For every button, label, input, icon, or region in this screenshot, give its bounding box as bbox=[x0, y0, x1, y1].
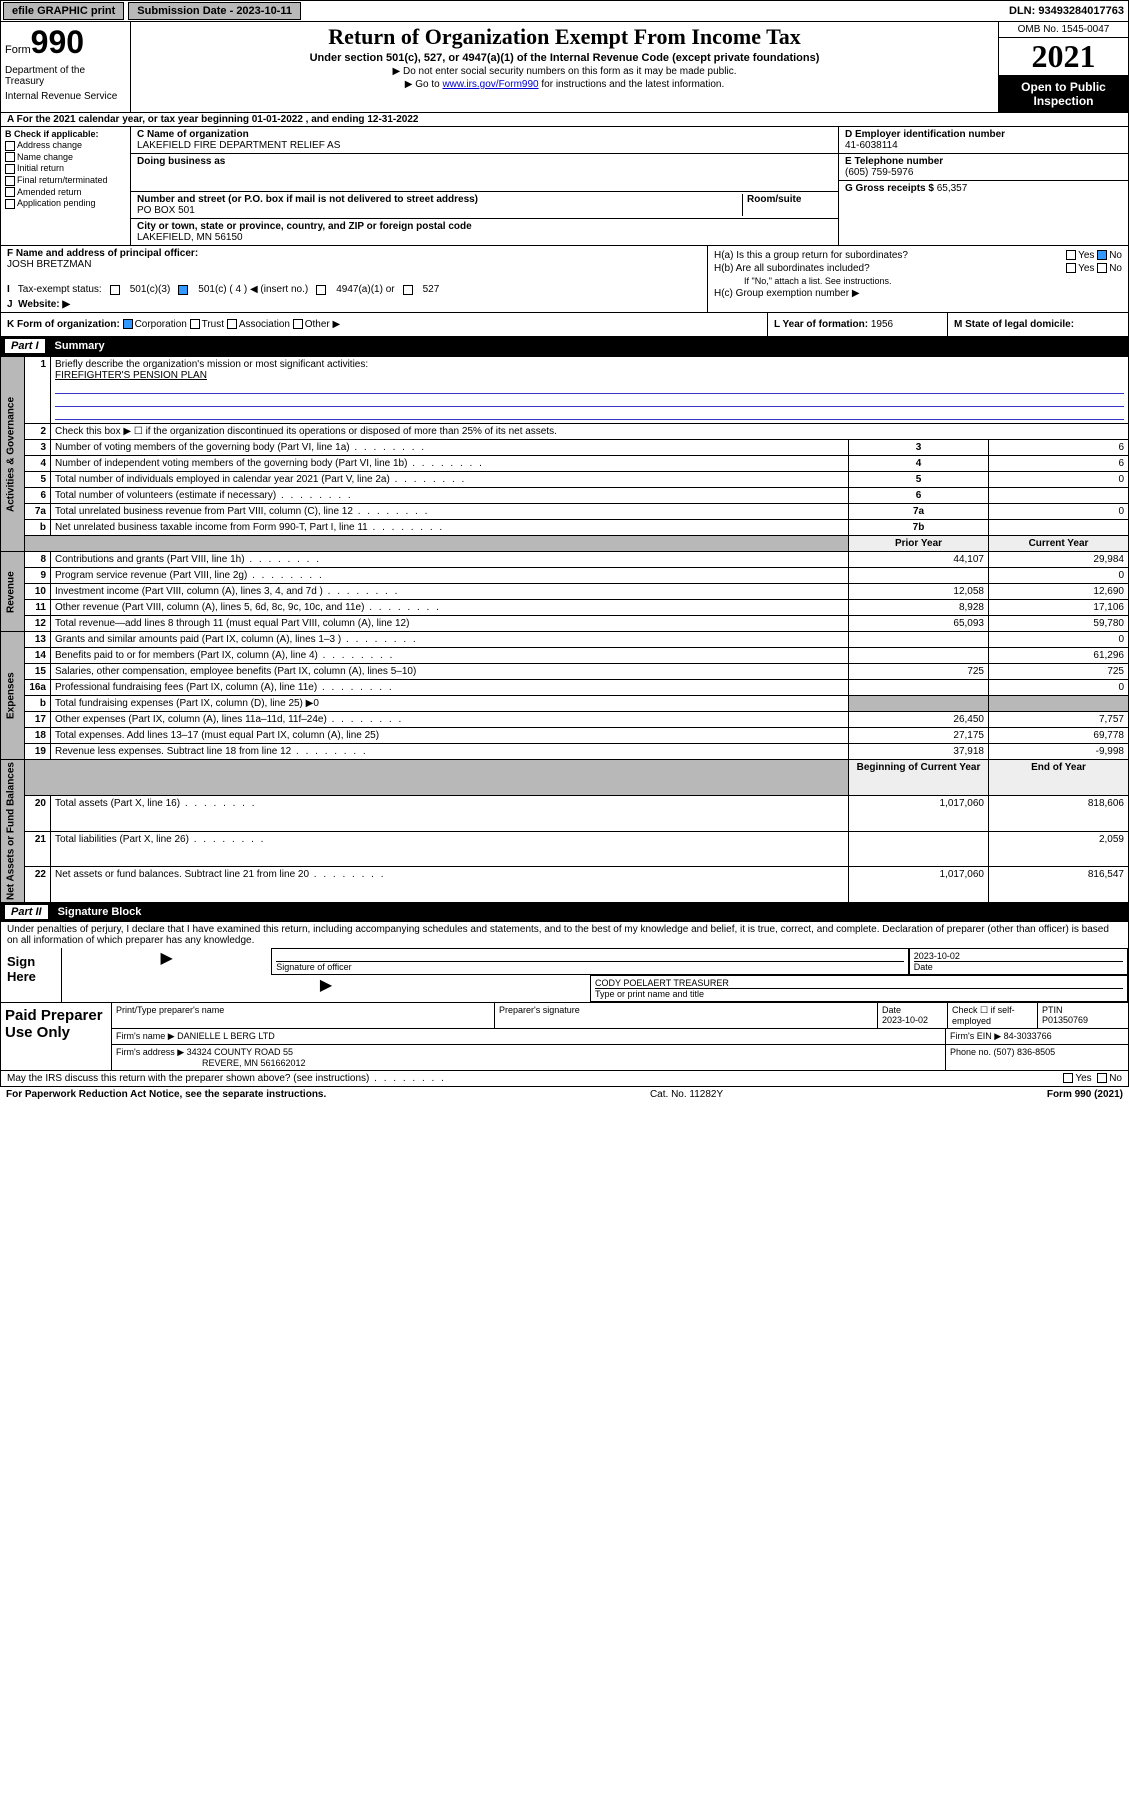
omb: OMB No. 1545-0047 bbox=[999, 22, 1128, 38]
sign-here-label: Sign Here bbox=[1, 948, 61, 1002]
may-irs-discuss: May the IRS discuss this return with the… bbox=[0, 1071, 1129, 1087]
cat-no: Cat. No. 11282Y bbox=[326, 1089, 1047, 1100]
row-a: A For the 2021 calendar year, or tax yea… bbox=[0, 113, 1129, 127]
officer-name: CODY POELAERT TREASURER bbox=[595, 978, 729, 988]
chk-name[interactable]: Name change bbox=[5, 152, 126, 163]
open-to-public: Open to Public Inspection bbox=[999, 76, 1128, 112]
firm-name: DANIELLE L BERG LTD bbox=[177, 1031, 275, 1041]
ptin: P01350769 bbox=[1042, 1015, 1088, 1025]
efile-btn[interactable]: efile GRAPHIC print bbox=[3, 2, 124, 20]
chk-501c[interactable] bbox=[178, 285, 188, 295]
arrow-icon: ▶ bbox=[62, 948, 271, 975]
form-note2: ▶ Go to www.irs.gov/Form990 for instruct… bbox=[135, 79, 994, 90]
section-k-l-m: K Form of organization: Corporation Trus… bbox=[0, 313, 1129, 337]
chk-pending[interactable]: Application pending bbox=[5, 198, 126, 209]
irs: Internal Revenue Service bbox=[5, 91, 126, 102]
org-addr: PO BOX 501 bbox=[137, 205, 195, 216]
chk-corp[interactable] bbox=[123, 319, 133, 329]
firm-addr: 34324 COUNTY ROAD 55 bbox=[187, 1047, 293, 1057]
irs-link[interactable]: www.irs.gov/Form990 bbox=[442, 79, 538, 90]
form-note1: ▶ Do not enter social security numbers o… bbox=[135, 66, 994, 77]
signature-block: Under penalties of perjury, I declare th… bbox=[0, 922, 1129, 1003]
side-expenses: Expenses bbox=[1, 632, 25, 760]
org-name: LAKEFIELD FIRE DEPARTMENT RELIEF AS bbox=[137, 140, 340, 151]
col-d-e-g: D Employer identification number41-60381… bbox=[838, 127, 1128, 245]
part-ii-header: Part IISignature Block bbox=[0, 903, 1129, 922]
mission: FIREFIGHTER'S PENSION PLAN bbox=[55, 370, 207, 381]
principal-officer: JOSH BRETZMAN bbox=[7, 259, 91, 270]
side-netassets: Net Assets or Fund Balances bbox=[1, 760, 25, 903]
sig-date: 2023-10-02 bbox=[914, 951, 960, 961]
topbar: efile GRAPHIC print Submission Date - 20… bbox=[0, 0, 1129, 22]
perjury-decl: Under penalties of perjury, I declare th… bbox=[1, 922, 1128, 948]
paid-preparer: Paid Preparer Use Only Print/Type prepar… bbox=[0, 1003, 1129, 1071]
form-subtitle: Under section 501(c), 527, or 4947(a)(1)… bbox=[135, 52, 994, 64]
part-i-header: Part ISummary bbox=[0, 337, 1129, 356]
form-number: Form990 bbox=[5, 24, 126, 61]
dept: Department of the Treasury bbox=[5, 65, 126, 87]
line3-val: 6 bbox=[989, 440, 1129, 456]
form-title: Return of Organization Exempt From Incom… bbox=[135, 24, 994, 50]
chk-ha-no[interactable] bbox=[1097, 250, 1107, 260]
chk-address[interactable]: Address change bbox=[5, 140, 126, 151]
firm-ein: 84-3033766 bbox=[1004, 1031, 1052, 1041]
telephone: (605) 759-5976 bbox=[845, 167, 913, 178]
subdate-btn[interactable]: Submission Date - 2023-10-11 bbox=[128, 2, 301, 20]
side-revenue: Revenue bbox=[1, 552, 25, 632]
year-formation: 1956 bbox=[871, 319, 893, 330]
section-f-h: F Name and address of principal officer:… bbox=[0, 246, 1129, 313]
ein: 41-6038114 bbox=[845, 140, 898, 151]
section-b-to-g: B Check if applicable: Address change Na… bbox=[0, 127, 1129, 246]
col-c: C Name of organizationLAKEFIELD FIRE DEP… bbox=[131, 127, 838, 245]
summary-table: Activities & Governance 1 Briefly descri… bbox=[0, 356, 1129, 903]
col-b: B Check if applicable: Address change Na… bbox=[1, 127, 131, 245]
gross-receipts: 65,357 bbox=[937, 183, 968, 194]
arrow-icon: ▶ bbox=[62, 975, 590, 1002]
footer: For Paperwork Reduction Act Notice, see … bbox=[0, 1087, 1129, 1102]
org-city: LAKEFIELD, MN 56150 bbox=[137, 232, 243, 243]
side-activities: Activities & Governance bbox=[1, 357, 25, 552]
tax-year: 2021 bbox=[999, 38, 1128, 76]
chk-initial[interactable]: Initial return bbox=[5, 163, 126, 174]
form-header: Form990 Department of the Treasury Inter… bbox=[0, 22, 1129, 113]
prep-date: 2023-10-02 bbox=[882, 1015, 928, 1025]
chk-amended[interactable]: Amended return bbox=[5, 187, 126, 198]
firm-phone: (507) 836-8505 bbox=[994, 1047, 1056, 1057]
chk-final[interactable]: Final return/terminated bbox=[5, 175, 126, 186]
dln: DLN: 93493284017763 bbox=[1009, 5, 1128, 17]
